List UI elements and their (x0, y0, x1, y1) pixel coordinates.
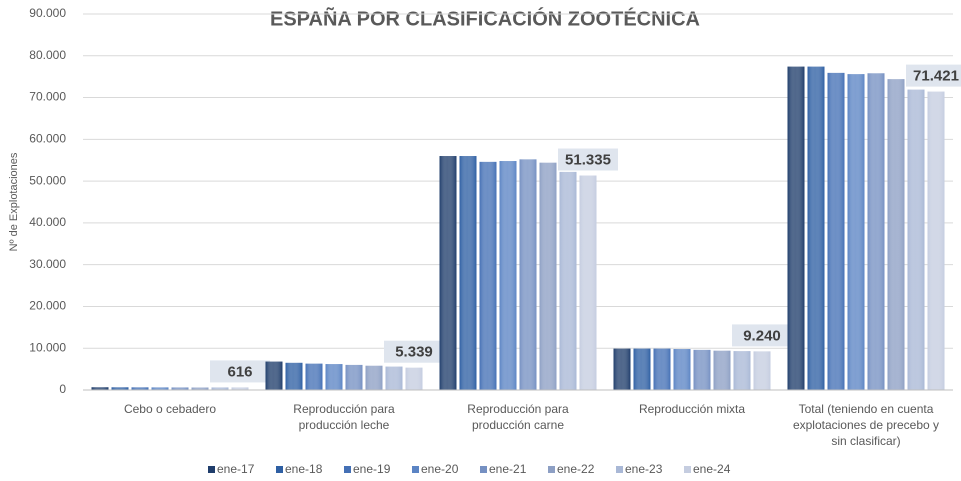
legend-swatch (276, 466, 283, 473)
y-tick-label: 50.000 (29, 173, 66, 187)
bar-shine (787, 66, 805, 390)
legend-label: ene-23 (625, 462, 663, 476)
legend-label: ene-22 (557, 462, 595, 476)
bar-shine (365, 365, 383, 390)
bar-shine (927, 91, 945, 391)
legend-swatch (344, 466, 351, 473)
y-tick-label: 60.000 (29, 132, 66, 146)
x-tick-label: Reproducción para producción leche (293, 402, 395, 432)
legend-label: ene-21 (489, 462, 527, 476)
bar-shine (211, 387, 229, 390)
bar-shine (579, 175, 597, 390)
bar-shine (479, 161, 497, 390)
y-tick-label: 90.000 (29, 6, 66, 20)
bar-shine (131, 387, 149, 390)
x-tick-label: Reproducción mixta (638, 402, 746, 416)
y-tick-label: 20.000 (29, 299, 66, 313)
bar-shine (439, 156, 457, 390)
legend-swatch (208, 466, 215, 473)
bar-shine (325, 364, 343, 390)
bar-shine (91, 387, 109, 390)
bar-shine (151, 387, 169, 390)
bar-shine (827, 72, 845, 390)
bar-shine (753, 351, 771, 390)
bar-shine (285, 362, 303, 390)
bar-shine (907, 89, 925, 391)
bar-shine (807, 66, 825, 390)
y-tick-label: 70.000 (29, 90, 66, 104)
bar-shine (385, 366, 403, 390)
legend-swatch (412, 466, 419, 473)
value-label: 51.335 (565, 152, 611, 169)
bar-shine (559, 171, 577, 390)
legend-swatch (480, 466, 487, 473)
value-label-box (384, 340, 444, 363)
bar-shine (847, 74, 865, 390)
value-label-box (558, 148, 618, 171)
bar-shine (519, 159, 537, 390)
value-label: 71.421 (913, 68, 959, 85)
bar-shine (613, 348, 631, 390)
value-label-box (732, 324, 792, 347)
legend-label: ene-17 (217, 462, 255, 476)
legend-swatch (548, 466, 555, 473)
y-tick-label: 80.000 (29, 48, 66, 62)
y-tick-label: 0 (59, 382, 66, 396)
bar-shine (733, 351, 751, 390)
legend-swatch (616, 466, 623, 473)
bar-shine (405, 367, 423, 390)
bar-shine (653, 348, 671, 390)
legend-label: ene-20 (421, 462, 459, 476)
bar-shine (305, 363, 323, 390)
value-label-box (210, 360, 270, 383)
value-label: 9.240 (743, 327, 781, 344)
legend-label: ene-24 (693, 462, 731, 476)
chart-title: ESPAÑA POR CLASIFICACIÓN ZOOTÉCNICA (270, 6, 700, 30)
x-tick-label: Reproducción para producción carne (467, 402, 569, 432)
bar-shine (539, 162, 557, 390)
bar-shine (111, 387, 129, 390)
value-label: 5.339 (395, 344, 433, 361)
bar-shine (887, 79, 905, 390)
y-tick-label: 30.000 (29, 257, 66, 271)
bar-shine (345, 364, 363, 390)
bar-shine (499, 161, 517, 390)
legend-label: ene-19 (353, 462, 391, 476)
bar-shine (867, 73, 885, 390)
bar-shine (171, 387, 189, 390)
bar-shine (633, 348, 651, 390)
y-tick-label: 10.000 (29, 340, 66, 354)
bar-shine (673, 349, 691, 390)
value-label-box (906, 64, 961, 87)
bar-shine (693, 349, 711, 390)
bar-shine (191, 387, 209, 390)
x-tick-label: Total (teniendo en cuenta explotaciones … (792, 402, 940, 448)
legend-label: ene-18 (285, 462, 323, 476)
y-axis-title: Nº de Explotaciones (8, 152, 20, 251)
bar-shine (459, 156, 477, 390)
x-tick-label: Cebo o cebadero (123, 402, 217, 416)
bar-shine (713, 350, 731, 390)
legend-swatch (684, 466, 691, 473)
value-label: 616 (227, 363, 252, 380)
bar-shine (231, 387, 249, 390)
y-tick-label: 40.000 (29, 215, 66, 229)
bar-shine (265, 361, 283, 390)
